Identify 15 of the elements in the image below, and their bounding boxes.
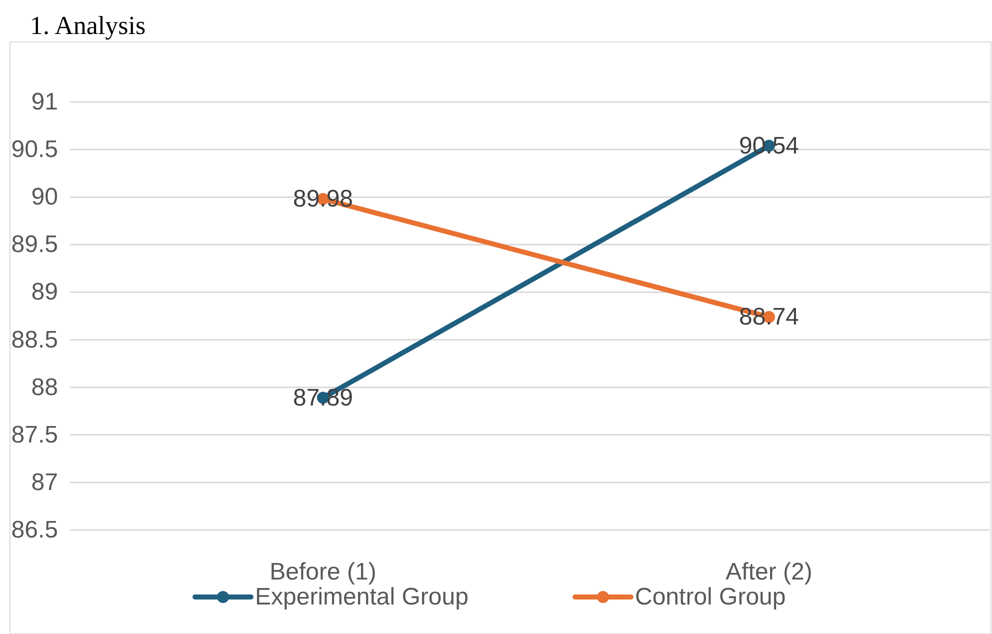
y-tick-label: 87 — [31, 468, 58, 496]
y-tick-label: 86.5 — [11, 516, 58, 544]
x-tick-label: Before (1) — [270, 558, 376, 586]
y-tick-label: 88 — [31, 374, 58, 401]
y-tick-label: 91 — [31, 88, 58, 116]
y-tick-label: 87.5 — [11, 421, 58, 448]
x-tick-label: After (2) — [726, 558, 812, 586]
y-tick-label: 88.5 — [11, 326, 58, 354]
y-tick-label: 90 — [31, 184, 58, 211]
y-tick-label: 90.5 — [11, 136, 58, 164]
y-tick-label: 89 — [31, 278, 58, 306]
y-tick-label: 89.5 — [11, 231, 58, 258]
legend-label: Control Group — [635, 584, 786, 610]
chart-title: 1. Analysis — [30, 11, 146, 40]
legend-label: Experimental Group — [255, 584, 468, 610]
